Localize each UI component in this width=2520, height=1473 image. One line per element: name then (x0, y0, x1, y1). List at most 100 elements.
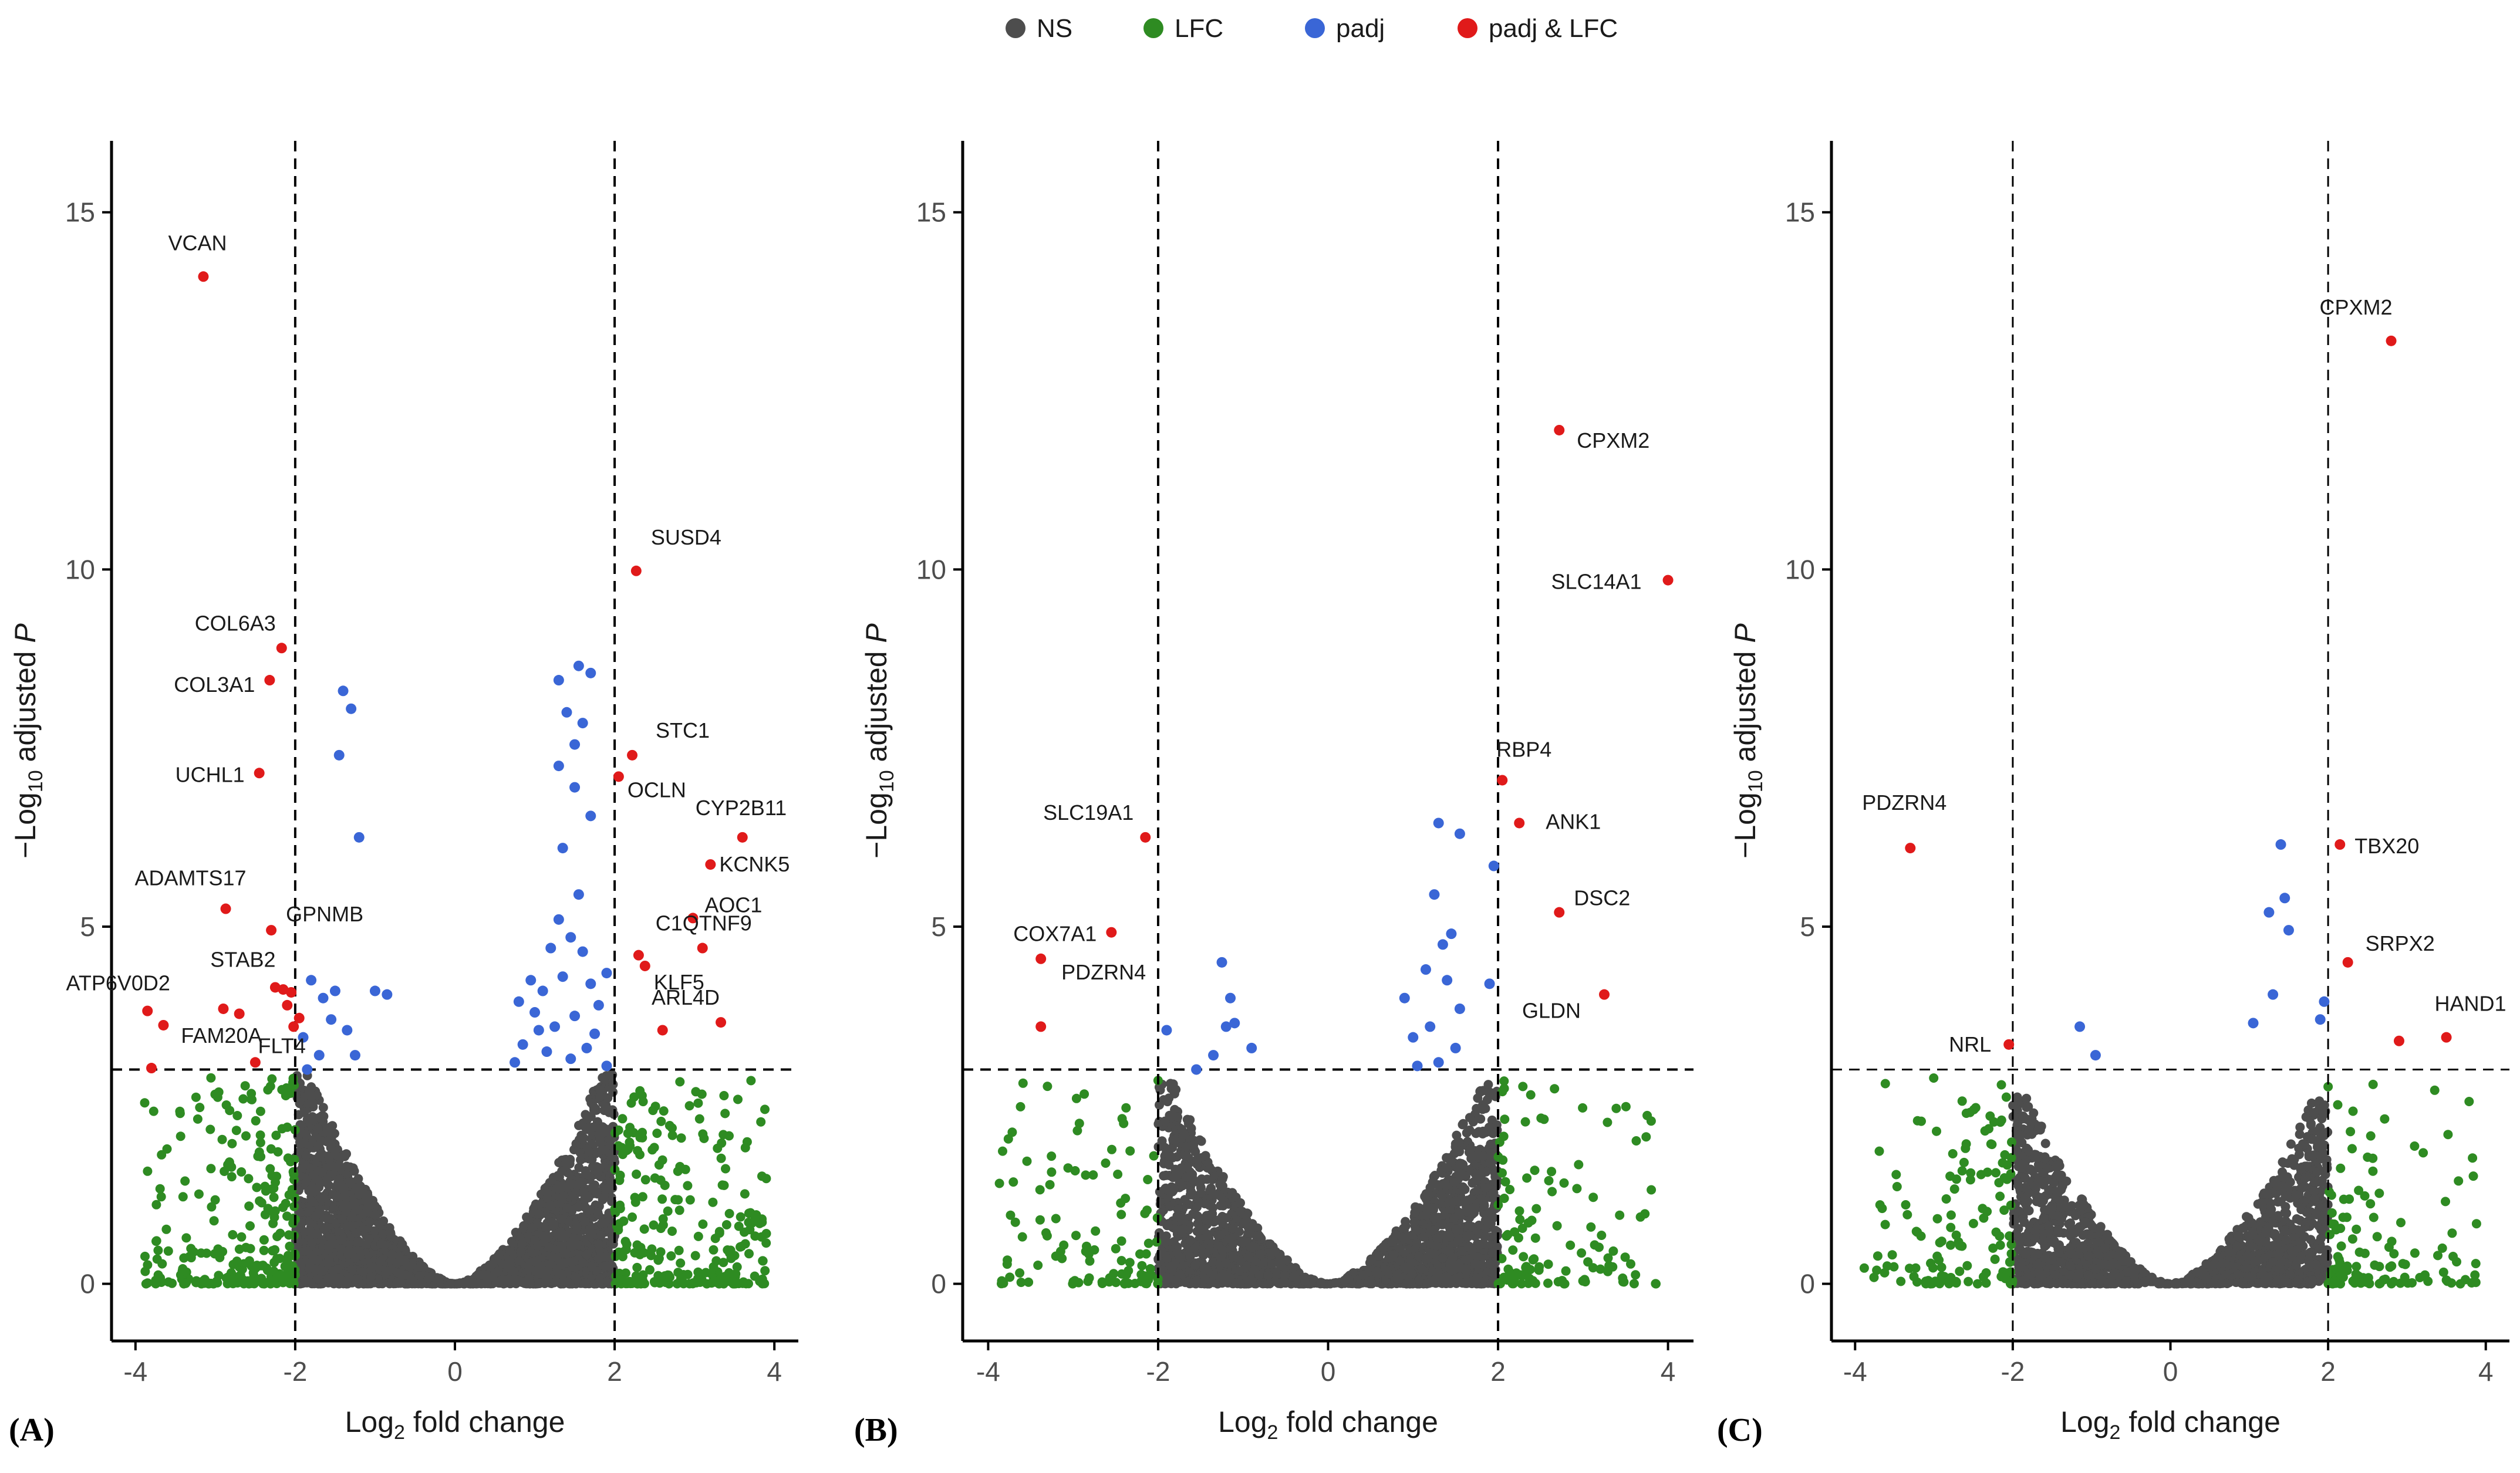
padj-point (585, 810, 596, 822)
ns-point (1483, 1080, 1493, 1090)
ns-point (1186, 1123, 1196, 1133)
ns-point (593, 1168, 603, 1177)
lfc-point (730, 1279, 740, 1289)
ns-point (316, 1148, 326, 1158)
ns-point (602, 1261, 612, 1271)
ns-point (546, 1201, 556, 1211)
ns-point (562, 1203, 572, 1213)
padj-lfc-point (198, 271, 209, 282)
ns-point (1438, 1179, 1448, 1189)
ns-point (538, 1231, 548, 1241)
lfc-point (719, 1091, 729, 1100)
padj-point (302, 1064, 313, 1075)
ns-point (569, 1256, 579, 1266)
lfc-point (272, 1254, 282, 1263)
padj-lfc-point (705, 859, 716, 870)
padj-lfc-point (220, 903, 231, 914)
lfc-point (210, 1249, 220, 1259)
padj-point (553, 761, 564, 772)
padj-point (569, 782, 581, 793)
y-axis-title-prefix: −Log (860, 792, 893, 859)
lfc-point (745, 1208, 755, 1218)
padj-point (537, 985, 548, 996)
ns-point (1168, 1135, 1178, 1145)
ns-point (512, 1275, 522, 1285)
ns-point (1177, 1124, 1187, 1134)
ns-point (530, 1235, 540, 1245)
ns-point (386, 1229, 396, 1239)
lfc-point (205, 1124, 215, 1134)
ns-point (333, 1162, 343, 1172)
lfc-point (153, 1245, 163, 1255)
ns-point (527, 1222, 537, 1232)
lfc-point (717, 1138, 727, 1148)
lfc-point (256, 1152, 266, 1161)
lfc-point (620, 1236, 630, 1246)
padj-point (577, 946, 588, 957)
padj-point (565, 932, 576, 943)
padj-point (525, 975, 537, 986)
padj-lfc-point (276, 643, 287, 654)
y-tick-label: 5 (931, 911, 946, 942)
legend-label: padj & LFC (1489, 14, 1618, 43)
ns-point (379, 1216, 389, 1226)
x-tick-label: 2 (1490, 1356, 1506, 1387)
ns-point (392, 1258, 402, 1268)
gene-label: FLT4 (258, 1033, 306, 1058)
legend-item: NS (1006, 14, 1072, 43)
y-axis-title-sub: 10 (876, 770, 898, 792)
lfc-point (206, 1164, 216, 1174)
lfc-point (140, 1266, 150, 1276)
x-tick-label: -2 (1146, 1356, 1170, 1387)
ns-point (345, 1272, 355, 1282)
lfc-point (238, 1094, 248, 1104)
ns-point (608, 1105, 618, 1115)
ns-point (542, 1194, 552, 1203)
padj-point (565, 1053, 576, 1065)
ns-point (324, 1254, 334, 1264)
padj-point (369, 985, 380, 996)
lfc-point (639, 1224, 649, 1234)
padj-lfc-point (142, 1005, 153, 1016)
ns-point (1182, 1151, 1192, 1161)
ns-point (531, 1256, 540, 1266)
lfc-point (737, 1242, 747, 1251)
lfc-point (684, 1101, 694, 1111)
ns-point (308, 1197, 318, 1207)
padj-lfc-point (639, 960, 650, 971)
ns-point (397, 1242, 407, 1252)
ns-point (318, 1103, 328, 1113)
lfc-point (151, 1236, 161, 1246)
padj-point (561, 707, 572, 718)
ns-point (568, 1179, 578, 1189)
ns-point (376, 1256, 386, 1266)
ns-point (1162, 1097, 1172, 1107)
lfc-point (650, 1278, 660, 1288)
lfc-point (740, 1143, 750, 1153)
ns-point (392, 1277, 402, 1287)
lfc-point (632, 1169, 642, 1179)
gene-label: GPNMB (286, 902, 363, 926)
legend-dot (1305, 18, 1325, 38)
lfc-point (257, 1198, 266, 1208)
ns-point (504, 1255, 514, 1265)
lfc-point (649, 1143, 659, 1153)
ns-point (553, 1171, 563, 1181)
lfc-point (656, 1175, 666, 1185)
lfc-point (289, 1154, 299, 1164)
lfc-point (726, 1245, 736, 1255)
padj-lfc-point (630, 565, 642, 576)
legend-label: LFC (1175, 14, 1223, 43)
gene-label: FAM20A (181, 1023, 262, 1048)
ns-point (306, 1278, 316, 1288)
lfc-point (635, 1150, 645, 1160)
ns-point (303, 1246, 313, 1256)
ns-point (362, 1207, 372, 1217)
padj-lfc-point (697, 942, 708, 954)
ns-point (514, 1256, 524, 1266)
lfc-point (761, 1174, 771, 1184)
gene-label: ADAMTS17 (135, 866, 247, 890)
ns-point (299, 1227, 309, 1236)
lfc-point (181, 1278, 191, 1288)
